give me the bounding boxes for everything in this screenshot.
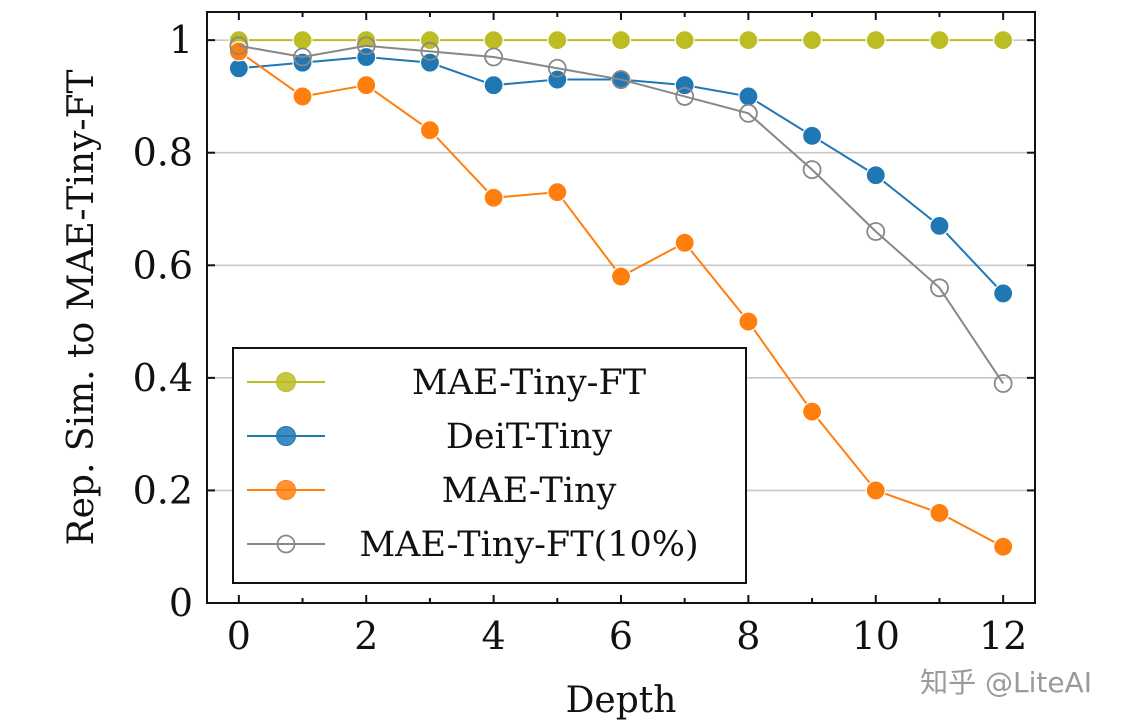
data-point: [610, 266, 632, 287]
data-point: [293, 47, 312, 67]
data-point: [801, 30, 823, 51]
data-point: [610, 30, 632, 51]
series-mae-tiny: [228, 41, 1014, 557]
series-mae-tiny-ft-10: [229, 36, 1013, 393]
data-point: [483, 187, 504, 208]
data-point: [993, 536, 1014, 557]
data-point: [292, 30, 313, 51]
data-point: [483, 75, 504, 96]
y-tick-label: 0.2: [133, 468, 193, 512]
x-tick-label: 0: [227, 614, 251, 658]
watermark-text: 知乎 @LiteAI: [920, 666, 1092, 699]
data-point: [547, 182, 568, 203]
data-point: [993, 283, 1014, 304]
data-point: [229, 36, 249, 56]
data-point: [866, 222, 886, 241]
data-point: [930, 278, 949, 298]
data-point: [738, 103, 758, 123]
y-axis-label: Rep. Sim. to MAE-Tiny-FT: [61, 69, 102, 545]
data-point: [292, 52, 313, 73]
data-point: [929, 215, 950, 236]
data-point: [865, 165, 886, 186]
y-tick-label: 1: [169, 18, 193, 62]
x-tick-label: 10: [852, 614, 900, 658]
data-point: [484, 47, 504, 67]
data-point: [738, 86, 759, 107]
data-point: [801, 125, 823, 146]
legend: MAE-Tiny-FT DeiT-Tiny MAE-Tiny MAE-Tiny-FT(…: [232, 347, 747, 584]
data-point: [356, 36, 376, 56]
data-point: [801, 401, 823, 422]
data-point: [993, 374, 1013, 393]
legend-item: MAE-Tiny-FT(10%): [247, 525, 699, 565]
data-point: [929, 30, 950, 51]
data-point: [865, 480, 886, 501]
data-point: [483, 30, 504, 51]
x-tick-label: 4: [482, 614, 506, 658]
x-tick-label: 8: [736, 614, 760, 658]
x-tick-label: 2: [354, 614, 378, 658]
legend-marker: [276, 426, 296, 446]
y-tick-label: 0.6: [133, 243, 193, 287]
data-point: [738, 30, 759, 51]
series-mae-tiny-ft: [228, 30, 1014, 51]
series-line: [238, 56, 1004, 295]
data-point: [547, 30, 568, 51]
data-point: [356, 75, 377, 96]
legend-marker: [276, 534, 296, 554]
data-point: [419, 120, 441, 141]
legend-label: DeiT-Tiny: [446, 417, 612, 457]
x-tick-label: 12: [979, 614, 1027, 658]
legend-marker: [276, 480, 296, 500]
legend-label: MAE-Tiny-FT(10%): [359, 525, 698, 565]
y-tick-label: 0.8: [133, 131, 193, 175]
data-point: [674, 30, 695, 51]
data-point: [420, 42, 440, 61]
axis-ticks: 00.20.40.60.810 2 4 6 8 10 12: [133, 12, 1035, 658]
legend-item: DeiT-Tiny: [247, 417, 612, 457]
data-point: [802, 160, 822, 180]
y-tick-label: 0: [169, 581, 193, 625]
data-point: [865, 30, 886, 51]
data-point: [929, 502, 950, 524]
data-point: [993, 30, 1014, 51]
y-tick-label: 0.4: [133, 356, 193, 400]
data-point: [738, 311, 759, 332]
legend-item: MAE-Tiny-FT: [247, 363, 646, 403]
legend-marker: [276, 372, 296, 392]
data-point: [675, 87, 695, 106]
data-point: [674, 232, 695, 253]
series-line: [238, 44, 1004, 385]
legend-label: MAE-Tiny: [442, 471, 617, 511]
legend-label: MAE-Tiny-FT: [412, 363, 646, 403]
legend-item: MAE-Tiny: [247, 471, 617, 511]
x-axis-label: Depth: [566, 680, 677, 721]
x-tick-label: 6: [609, 614, 633, 658]
data-point: [611, 70, 631, 89]
data-point: [228, 58, 249, 79]
data-point: [547, 58, 567, 78]
data-point: [292, 86, 313, 107]
series-group: [228, 30, 1014, 557]
